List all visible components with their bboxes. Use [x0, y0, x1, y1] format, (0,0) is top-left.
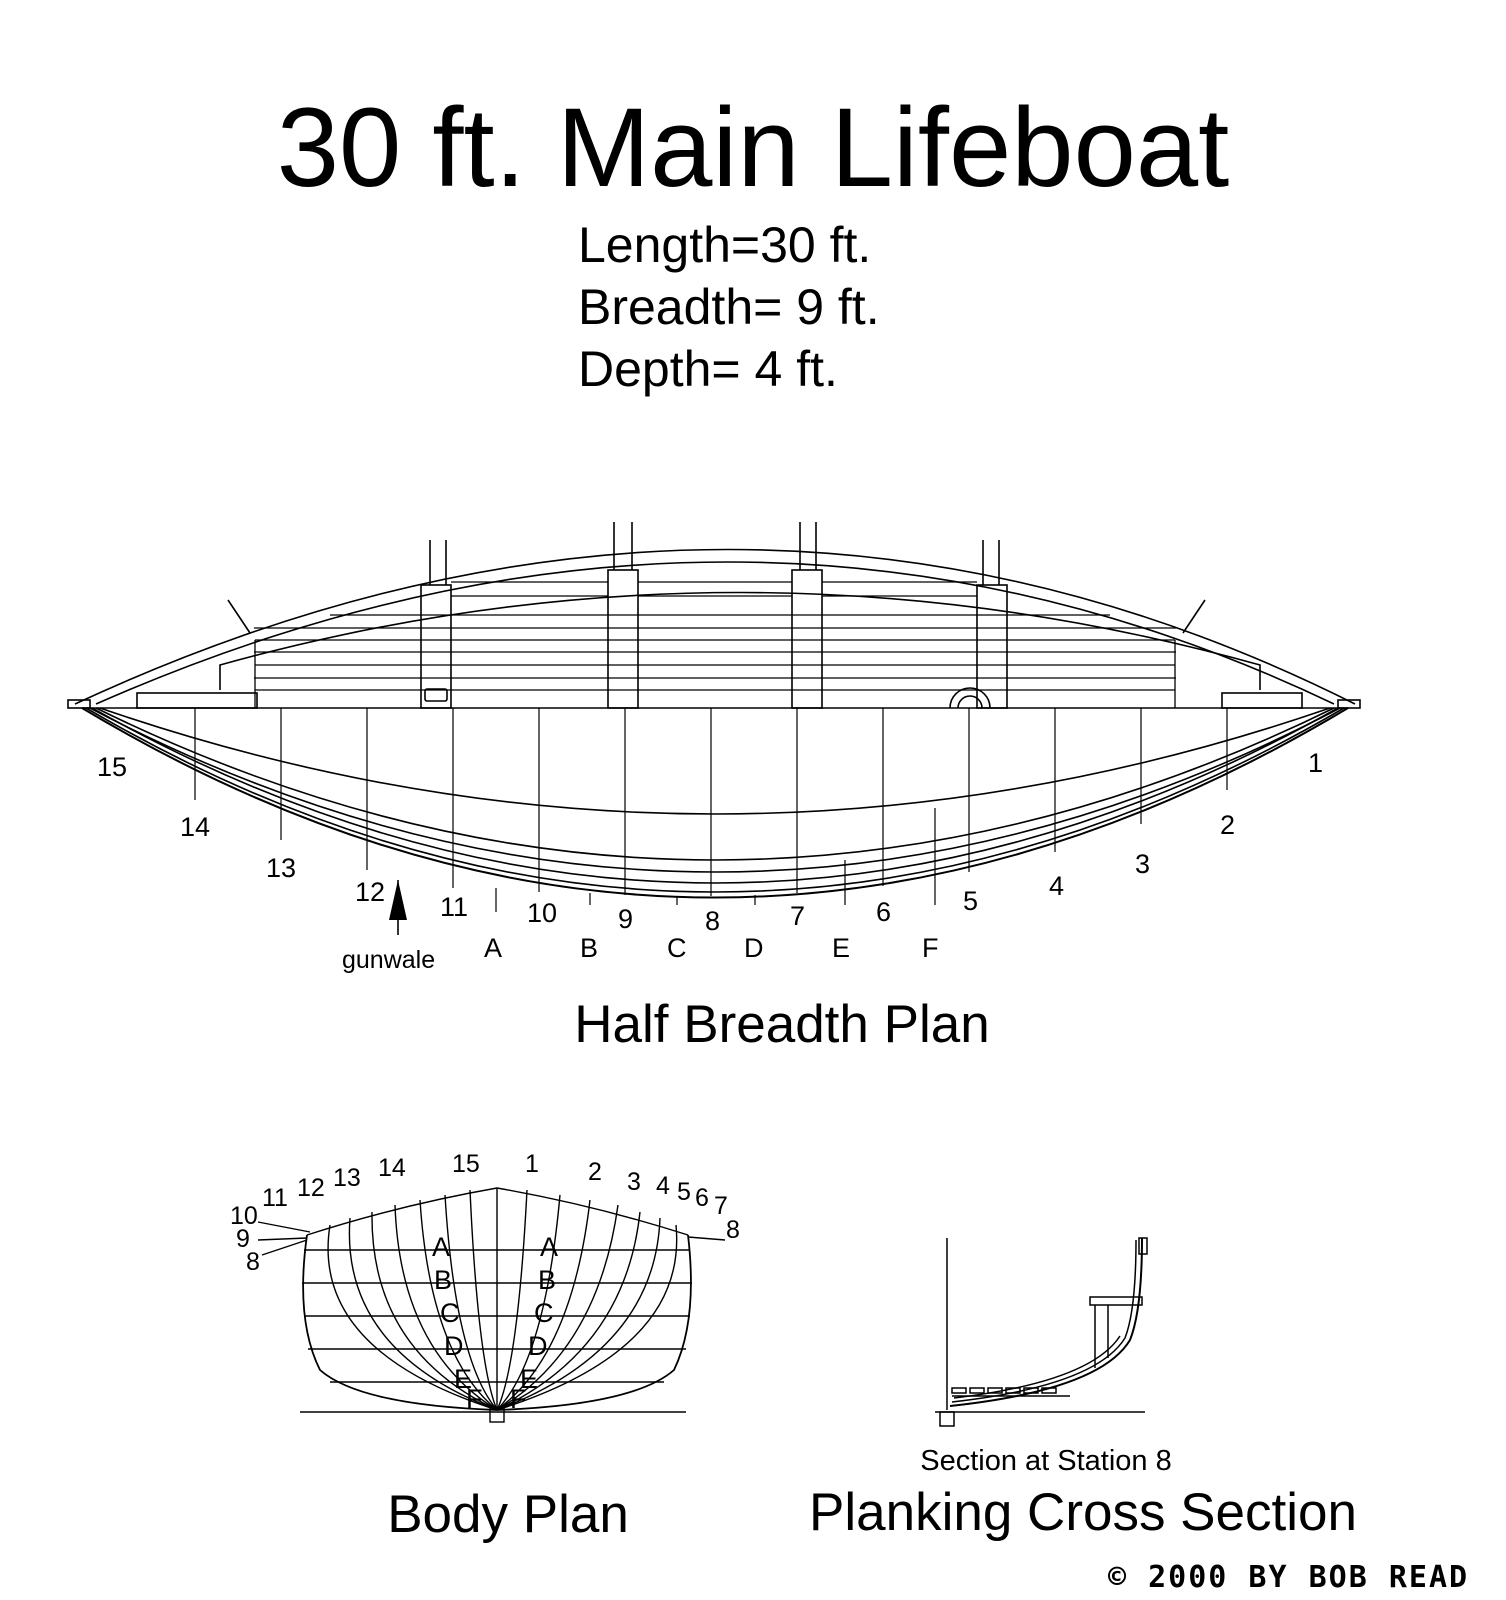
half-breadth-caption: Half Breadth Plan [574, 995, 989, 1054]
waterline-label: B [580, 933, 598, 963]
station-label: 12 [297, 1174, 325, 1202]
spec-breadth: Breadth= 9 ft. [578, 279, 880, 335]
waterline-label: E [454, 1364, 472, 1394]
waterline-label: A [484, 933, 502, 963]
waterline-label: F [922, 933, 939, 963]
waterline-label: D [444, 1331, 464, 1361]
specifications: Length=30 ft. Breadth= 9 ft. Depth= 4 ft… [578, 214, 880, 400]
spec-depth: Depth= 4 ft. [578, 341, 838, 397]
half-breadth-plan [67, 522, 1361, 935]
station-label: 13 [333, 1164, 361, 1192]
waterline-label: A [540, 1232, 558, 1262]
station-label: 6 [876, 897, 891, 927]
thwarts [227, 522, 1206, 709]
waterline-label: D [744, 933, 764, 963]
station-label: 13 [266, 853, 296, 883]
waterline-label: C [667, 933, 687, 963]
station-label: 8 [705, 906, 720, 936]
waterline-label: B [434, 1265, 452, 1295]
planking-cross-section [935, 1237, 1148, 1427]
diagram-title: 30 ft. Main Lifeboat [276, 85, 1230, 210]
station-label: 15 [452, 1150, 480, 1178]
waterline-label: C [534, 1298, 554, 1328]
station-label: 3 [627, 1168, 641, 1196]
station-label: 10 [527, 898, 557, 928]
station-label: 3 [1135, 849, 1150, 879]
station-label: 2 [1220, 810, 1235, 840]
gunwale-outline [74, 548, 1356, 705]
waterline-label: B [538, 1265, 556, 1295]
station-label: 1 [525, 1150, 539, 1178]
waterline-label: F [466, 1384, 483, 1414]
station-label: 5 [677, 1178, 691, 1206]
station-label: 7 [714, 1192, 728, 1220]
station-label: 8 [726, 1216, 740, 1244]
side-bench [219, 591, 1261, 690]
waterline-label: E [832, 933, 850, 963]
gunwale-label: gunwale [342, 946, 435, 974]
station-label: 14 [180, 812, 210, 842]
station-label: 14 [378, 1154, 406, 1182]
station-label: 9 [236, 1225, 250, 1253]
station-label: 4 [656, 1172, 670, 1200]
waterline-label: D [528, 1331, 548, 1361]
body-plan-station-labels: 15 1 14 2 13 3 12 4 11 5 10 6 9 7 8 8 8 [230, 1150, 740, 1276]
floor-boards [254, 581, 1176, 708]
station-label: 9 [618, 904, 633, 934]
station-label: 6 [695, 1184, 709, 1212]
station-lines [194, 708, 1228, 912]
gunwale-arrow-icon [389, 880, 407, 920]
waterline-label: C [440, 1298, 460, 1328]
station-label: 4 [1049, 871, 1064, 901]
body-plan [257, 1187, 726, 1423]
waterline-label: F [510, 1384, 527, 1414]
half-breadth-station-labels: 15 14 13 12 11 10 9 8 7 6 5 4 3 2 1 [97, 748, 1323, 936]
waterline-label: A [432, 1232, 450, 1262]
hull-outline [81, 707, 1349, 899]
station-label: 5 [963, 886, 978, 916]
half-breadth-waterline-labels: A B C D E F [484, 933, 939, 963]
waterline-label: E [520, 1364, 538, 1394]
station-label: 10 [230, 1202, 258, 1230]
inner-gunwale [95, 561, 1335, 705]
station-label: 12 [355, 877, 385, 907]
spec-length: Length=30 ft. [578, 217, 872, 273]
station-label: 8 [246, 1248, 260, 1276]
copyright-notice: © 2000 BY BOB READ [1108, 1560, 1470, 1595]
body-plan-caption: Body Plan [387, 1485, 629, 1544]
station-label: 7 [790, 901, 805, 931]
station-label: 1 [1308, 748, 1323, 778]
station-label: 2 [588, 1158, 602, 1186]
cross-section-caption: Planking Cross Section [809, 1483, 1357, 1542]
station-label: 11 [440, 892, 468, 922]
station-label: 11 [262, 1184, 288, 1212]
body-plan-waterline-labels: A B C D E F A B C D E F [432, 1232, 558, 1414]
station-label: 15 [97, 752, 127, 782]
cross-section-subcaption: Section at Station 8 [920, 1445, 1172, 1477]
